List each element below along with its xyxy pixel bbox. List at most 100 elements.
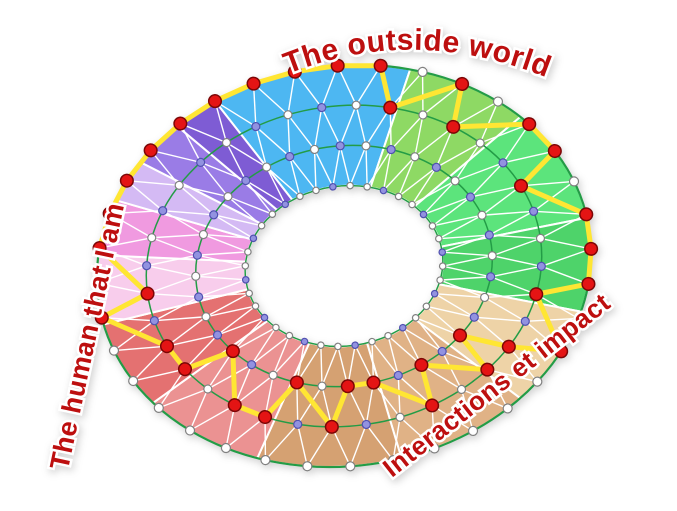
mesh-edge (154, 296, 199, 322)
mesh-edge (382, 156, 416, 191)
mesh-edge (423, 196, 471, 216)
node-purple (361, 419, 371, 430)
node-white (480, 292, 490, 303)
mesh-edge (255, 126, 268, 168)
mesh-edge (109, 209, 163, 215)
mesh-edge (387, 335, 422, 366)
mesh-edge (253, 83, 289, 116)
mesh-edge (287, 114, 291, 157)
mesh-edge (213, 214, 254, 239)
node-purple (158, 206, 168, 216)
mesh-edge (232, 326, 277, 352)
node-purple (192, 250, 202, 260)
mesh-edge (217, 305, 256, 336)
mesh-edge (99, 247, 147, 267)
selected-nodes-layer (92, 58, 599, 434)
node-white (417, 66, 428, 78)
mesh-edge (132, 345, 168, 382)
mesh-edge (264, 417, 267, 461)
node-white (260, 454, 271, 466)
mesh-edge (382, 149, 392, 191)
node-purple (379, 186, 388, 195)
mesh-edge (431, 404, 474, 432)
node-purple (536, 261, 546, 271)
node-purple (142, 261, 152, 271)
mesh-edge (113, 320, 155, 352)
node-purple (149, 316, 159, 326)
mesh-edge (525, 317, 579, 323)
mesh-edge (150, 149, 201, 164)
mesh-edge (439, 279, 485, 299)
mesh-edge (225, 404, 236, 449)
node-purple (437, 346, 447, 357)
node-white (221, 137, 232, 148)
mesh-edge (158, 388, 209, 409)
mesh-edge (489, 234, 541, 240)
mesh-edge (133, 368, 186, 382)
node-purple (520, 316, 530, 326)
mesh-edge (411, 180, 456, 206)
mesh-edge (147, 275, 196, 295)
mesh-edge (184, 334, 219, 370)
mesh-edge (347, 385, 367, 425)
node-white (438, 262, 447, 270)
mesh-edge (321, 65, 339, 108)
node-red (547, 143, 562, 159)
mesh-edge (392, 417, 401, 461)
node-purple (241, 175, 251, 186)
node-white (317, 341, 325, 349)
node-white (223, 192, 233, 202)
node-red (330, 58, 345, 73)
mesh-edge (296, 344, 322, 383)
mesh-edge (337, 65, 357, 106)
node-purple (249, 234, 258, 243)
node-white (184, 425, 196, 436)
mesh-edge (189, 388, 209, 431)
node-white (346, 181, 354, 190)
node-red (581, 276, 596, 291)
mesh-edge (387, 335, 399, 376)
mesh-edge (101, 316, 155, 322)
node-purple (419, 210, 428, 219)
mesh-edge (365, 107, 391, 147)
node-red (289, 375, 304, 390)
node-white (220, 442, 232, 454)
mesh-edge (421, 71, 424, 115)
node-purple (293, 419, 303, 429)
mesh-edge (245, 180, 273, 215)
node-purple (438, 248, 447, 256)
mesh-edge (166, 316, 207, 347)
node-white (368, 337, 376, 346)
mesh-edge (198, 279, 247, 298)
node-white (191, 271, 201, 281)
mesh-edge (397, 375, 401, 418)
mesh-edge (264, 375, 274, 418)
node-white (394, 192, 403, 201)
mesh-edge (180, 122, 227, 144)
mesh-edge (272, 341, 306, 376)
mesh-edge (217, 316, 265, 336)
mesh-edge (502, 123, 530, 164)
mesh-edge (432, 196, 471, 227)
mesh-edge (179, 184, 229, 198)
node-red (177, 362, 193, 377)
node-purple (486, 272, 496, 282)
mesh-edge (415, 317, 461, 337)
mesh-edge (372, 382, 401, 418)
assessment-path (97, 63, 594, 430)
node-white (147, 233, 157, 243)
mesh-edge (414, 114, 424, 157)
mesh-edge (294, 71, 323, 108)
mesh-edge (524, 320, 562, 352)
node-purple (469, 312, 479, 322)
mesh-edge (533, 180, 575, 212)
mesh-edge (265, 166, 286, 205)
mesh-edge (533, 210, 587, 216)
node-red (579, 207, 594, 222)
mesh-edge (109, 212, 153, 239)
node-white (108, 345, 120, 356)
node-white (285, 331, 294, 340)
mesh-edge (541, 265, 589, 285)
mesh-edge (266, 166, 301, 197)
mesh-edge (469, 162, 504, 198)
